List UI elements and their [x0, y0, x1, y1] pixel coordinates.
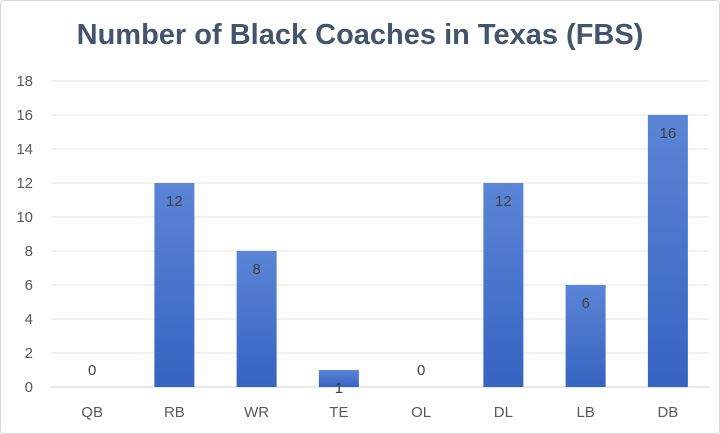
bar-lb: [565, 285, 606, 387]
x-tick-label-te: TE: [329, 404, 348, 421]
y-tick-label: 8: [25, 243, 33, 260]
data-label-ol: 0: [417, 362, 425, 379]
x-tick-label-lb: LB: [576, 404, 594, 421]
chart-title: Number of Black Coaches in Texas (FBS): [76, 19, 644, 51]
x-tick-label-dl: DL: [494, 404, 513, 421]
y-tick-label: 14: [16, 141, 33, 158]
x-tick-label-ol: OL: [411, 404, 431, 421]
data-label-wr: 8: [252, 261, 260, 278]
x-tick-label-db: DB: [657, 404, 678, 421]
y-tick-label: 12: [16, 175, 33, 192]
y-tick-label: 16: [16, 107, 33, 124]
data-label-qb: 0: [88, 362, 96, 379]
bar-rb: [154, 183, 195, 387]
data-label-rb: 12: [166, 193, 183, 210]
y-tick-label: 10: [16, 209, 33, 226]
data-label-te: 1: [335, 380, 343, 397]
y-tick-label: 4: [25, 311, 33, 328]
data-label-lb: 6: [581, 295, 589, 312]
bar-te: [318, 370, 359, 387]
bar-wr: [236, 251, 277, 387]
data-label-dl: 12: [495, 193, 512, 210]
x-tick-label-qb: QB: [81, 404, 103, 421]
y-tick-label: 18: [16, 73, 33, 90]
bar-dl: [483, 183, 524, 387]
y-tick-label: 0: [25, 379, 33, 396]
x-tick-label-rb: RB: [164, 404, 185, 421]
y-tick-label: 6: [25, 277, 33, 294]
y-tick-label: 2: [25, 345, 33, 362]
data-label-db: 16: [660, 125, 677, 142]
x-tick-label-wr: WR: [244, 404, 269, 421]
bar-db: [647, 115, 688, 387]
